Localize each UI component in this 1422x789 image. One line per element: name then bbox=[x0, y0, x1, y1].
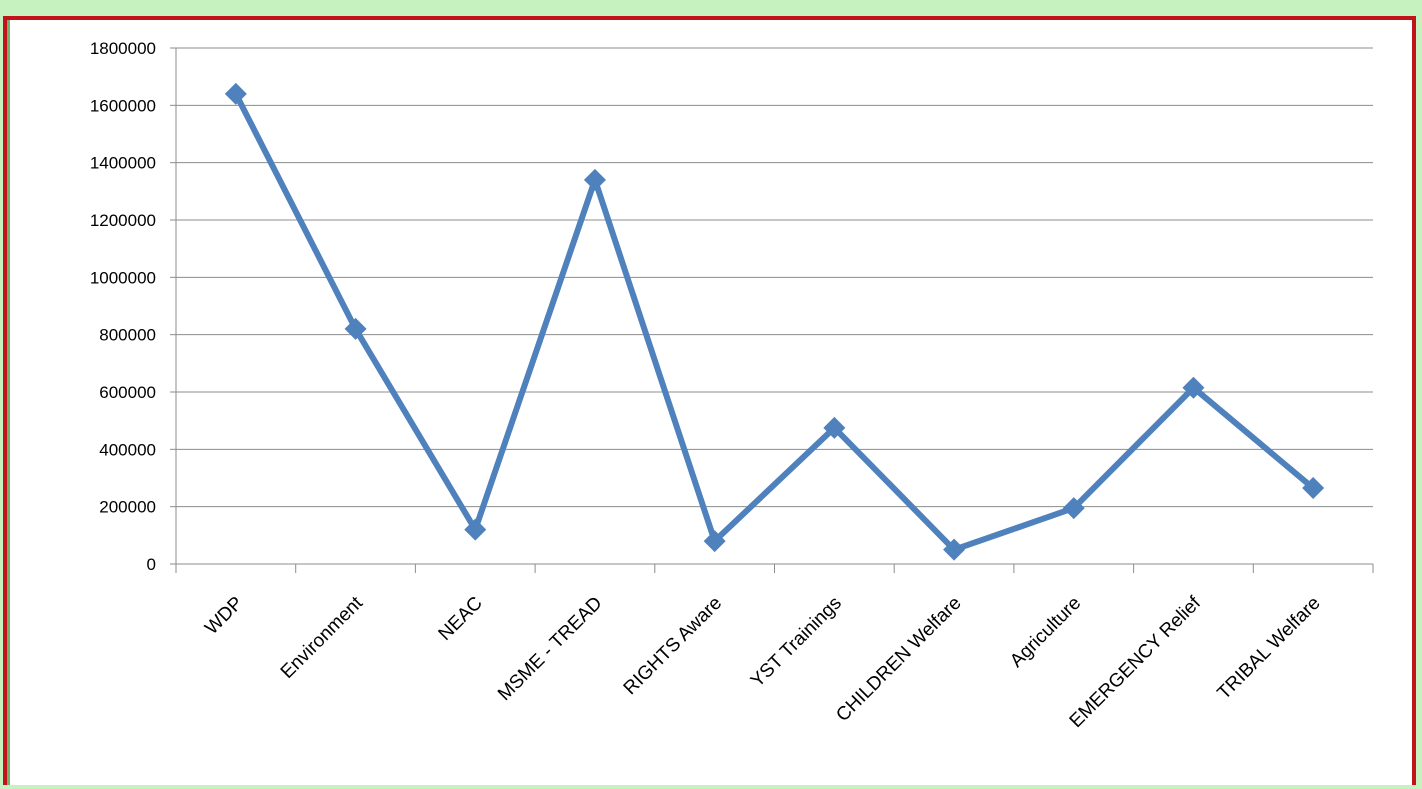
y-tick-label: 1000000 bbox=[90, 268, 156, 287]
line-chart: 0 200000 400000 600000 800000 1000000 1200000 1… bbox=[90, 39, 1374, 732]
data-point-marker bbox=[1182, 376, 1205, 399]
y-axis: 0 200000 400000 600000 800000 1000000 1200000 1… bbox=[90, 39, 177, 574]
data-point-marker bbox=[344, 317, 367, 340]
x-tick-label: EMERGENCY Relief bbox=[1066, 592, 1206, 732]
x-tick-label: Environment bbox=[277, 592, 368, 683]
x-tick-label: YST Trainings bbox=[747, 593, 846, 692]
data-point-marker bbox=[1302, 477, 1325, 500]
y-tick-label: 400000 bbox=[99, 440, 156, 459]
data-point-marker bbox=[464, 518, 487, 541]
x-tick-label: CHILDREN Welfare bbox=[832, 593, 965, 726]
data-point-marker bbox=[224, 82, 247, 105]
data-point-marker bbox=[1062, 497, 1085, 520]
data-point-marker bbox=[583, 168, 606, 191]
y-tick-label: 1400000 bbox=[90, 154, 156, 173]
y-tick-label: 1600000 bbox=[90, 96, 156, 115]
x-axis: WDP Environment NEAC MSME - TREAD RIGHTS Awa… bbox=[175, 563, 1374, 732]
data-point-marker bbox=[943, 538, 966, 561]
y-tick-label: 600000 bbox=[99, 383, 156, 402]
chart-panel: 0 200000 400000 600000 800000 1000000 1200000 1… bbox=[10, 20, 1412, 785]
y-tick-label: 1800000 bbox=[90, 39, 156, 58]
data-point-marker bbox=[823, 416, 846, 439]
x-tick-label: WDP bbox=[201, 593, 247, 639]
chart-frame: 0 200000 400000 600000 800000 1000000 1200000 1… bbox=[3, 16, 1416, 785]
series-group bbox=[224, 82, 1325, 561]
x-tick-label: NEAC bbox=[435, 593, 487, 645]
gridlines bbox=[176, 47, 1373, 508]
series-line bbox=[232, 90, 1317, 553]
x-tick-label: TRIBAL Welfare bbox=[1214, 593, 1325, 704]
y-tick-label: 800000 bbox=[99, 326, 156, 345]
x-tick-label: Agriculture bbox=[1006, 593, 1085, 672]
data-point-marker bbox=[703, 530, 726, 553]
y-tick-label: 200000 bbox=[99, 498, 156, 517]
y-tick-label: 1200000 bbox=[90, 211, 156, 230]
x-tick-label: MSME - TREAD bbox=[494, 593, 606, 705]
x-tick-label: RIGHTS Aware bbox=[620, 593, 726, 699]
y-tick-label: 0 bbox=[147, 555, 156, 574]
